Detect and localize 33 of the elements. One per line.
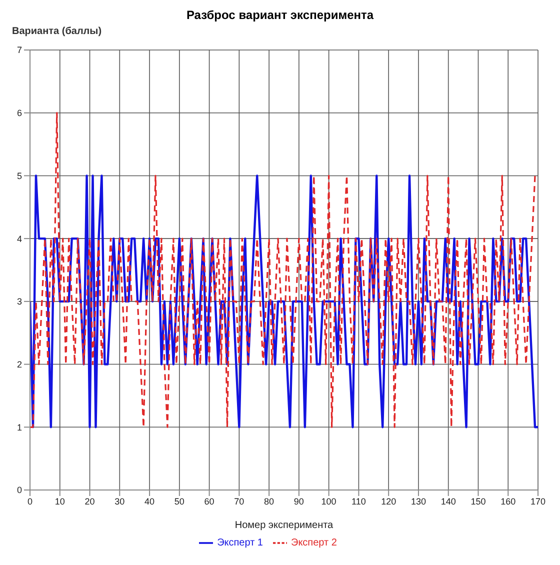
y-tick-label: 3 bbox=[16, 296, 22, 307]
x-tick-label: 0 bbox=[27, 496, 33, 506]
x-tick-label: 10 bbox=[54, 496, 65, 506]
x-tick-label: 20 bbox=[84, 496, 95, 506]
line-series bbox=[30, 112, 538, 428]
x-tick-label: 100 bbox=[321, 496, 336, 506]
x-tick-label: 160 bbox=[500, 496, 516, 506]
y-axis-title: Варианта (баллы) bbox=[12, 26, 103, 39]
x-tick-label: 150 bbox=[470, 496, 486, 506]
x-tick-label: 110 bbox=[352, 496, 366, 506]
x-tick-label: 120 bbox=[381, 496, 396, 506]
x-tick-label: 60 bbox=[204, 496, 214, 506]
x-tick-label: 70 bbox=[234, 496, 244, 506]
y-tick-label: 2 bbox=[16, 359, 22, 370]
y-tick-label: 1 bbox=[16, 422, 22, 432]
x-axis-title: Номер эксперимента bbox=[234, 520, 334, 531]
legend-label: Эксперт 2 bbox=[291, 538, 337, 549]
x-tick-label: 50 bbox=[174, 496, 184, 506]
x-tick-label: 170 bbox=[530, 496, 546, 506]
y-tick-label: 7 bbox=[16, 45, 22, 56]
y-tick-label: 0 bbox=[16, 485, 22, 496]
x-tick-label: 130 bbox=[410, 496, 426, 506]
x-tick-label: 90 bbox=[294, 496, 304, 506]
y-tick-label: 6 bbox=[16, 108, 22, 118]
legend-label: Эксперт 1 bbox=[217, 538, 263, 549]
x-tick-label: 40 bbox=[144, 496, 155, 506]
y-tick-label: 4 bbox=[16, 234, 22, 244]
x-tick-label: 30 bbox=[114, 496, 125, 506]
chart-title: Разброс вариант эксперимента bbox=[185, 8, 375, 24]
y-tick-label: 5 bbox=[16, 170, 22, 181]
x-tick-label: 80 bbox=[264, 496, 274, 506]
x-tick-label: 140 bbox=[440, 496, 456, 506]
line-series bbox=[30, 174, 538, 428]
